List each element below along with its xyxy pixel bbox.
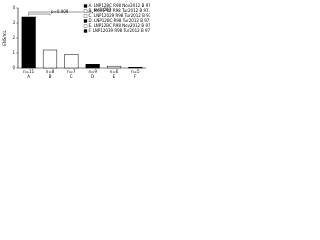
y-tick-label: 4: [12, 5, 15, 10]
y-tick-label: 3: [12, 20, 15, 25]
bar: [42, 49, 58, 69]
legend-label: E. LNP12BC R98 Nov2012 B 97.7: [89, 23, 151, 28]
legend-swatch: [83, 24, 88, 28]
x-category-label: E: [113, 74, 116, 79]
x-tick-label: n=5: [131, 69, 140, 74]
legend-swatch: [83, 19, 88, 23]
x-tick-label: n=7: [67, 69, 76, 74]
p-value: p=0.009: [51, 9, 69, 14]
legend-label: F. LNP12039 R98 Tur2012 B 97.4: [89, 28, 151, 33]
x-tick-label: n=9: [88, 69, 97, 74]
legend-swatch: [83, 14, 88, 18]
legend-label: A. LNP12BC R98 Nov2012 B 97.02: [89, 3, 151, 8]
x-tick-label: n=11: [23, 69, 34, 74]
chart: ENS/mL 0 1 2 3 4 n=11An=8Bn=7Cn=9Dn=6En=5Fp=0…: [2, 3, 151, 79]
significance-bracket: [28, 13, 51, 16]
significance-bracket: [28, 11, 93, 14]
legend-swatch: [83, 4, 88, 8]
legend-label: C. LNP12029 R98 Tur2012 B 97.29: [89, 13, 151, 18]
x-category-label: D: [91, 74, 94, 79]
x-tick-label: n=6: [110, 69, 119, 74]
x-category-label: C: [70, 74, 73, 79]
y-axis-label: ENS/mL: [2, 29, 7, 45]
y-tick-label: 0: [12, 65, 15, 70]
x-category-label: B: [49, 74, 52, 79]
x-category-label: F: [134, 74, 137, 79]
x-tick-label: n=8: [46, 69, 55, 74]
legend-swatch: [83, 9, 88, 13]
bar: [128, 67, 143, 69]
x-category-label: A: [27, 74, 30, 79]
bar: [21, 16, 36, 69]
bar: [64, 54, 79, 69]
y-tick-label: 2: [12, 35, 15, 40]
legend-label: D. LNP12BC R98 Tur2012 B 97.29: [89, 18, 151, 23]
p-value: p=0.003: [94, 7, 112, 12]
bar: [85, 64, 100, 69]
y-tick-label: 1: [12, 50, 15, 55]
legend-label: B. M6VE-02 R98 Tur2012 B 97.14: [89, 8, 151, 13]
legend-swatch: [83, 29, 88, 33]
bar: [106, 65, 122, 69]
